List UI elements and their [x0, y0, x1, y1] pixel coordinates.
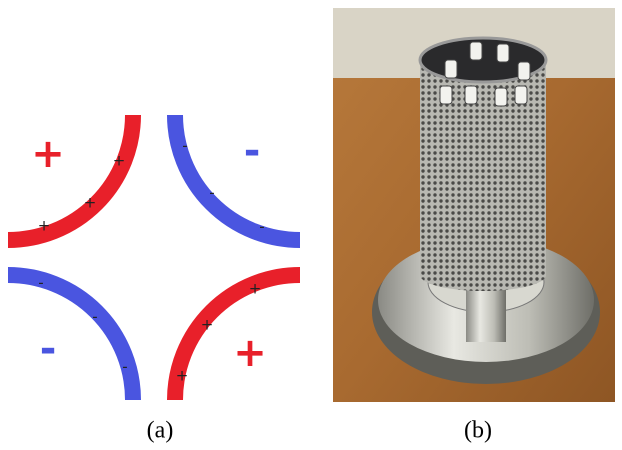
panel-label: (b): [464, 418, 492, 444]
electrode-sign: +: [113, 152, 126, 170]
electrode: [8, 115, 133, 240]
quadrant-sign: -: [244, 128, 261, 174]
electrode-sign: -: [38, 274, 43, 292]
electrode-sign: -: [209, 184, 214, 202]
electrode-sign: -: [122, 358, 127, 376]
quadrant-sign: -: [40, 326, 57, 372]
electrode-sign: +: [201, 316, 214, 334]
panel-label: (a): [147, 418, 174, 444]
figure: + - - + + + + - - - - - - + + + (a) (b): [0, 0, 622, 450]
electrode-sign: +: [38, 217, 51, 235]
quadrant-sign: +: [233, 330, 267, 376]
electrode: [8, 275, 133, 400]
electrode-sign: +: [249, 280, 262, 298]
quadrant-sign: +: [31, 131, 65, 177]
electrode-sign: +: [176, 367, 189, 385]
electrode-sign: -: [182, 137, 187, 155]
electrode: [175, 115, 300, 240]
device-photo: [333, 8, 615, 402]
electrode-sign: +: [84, 194, 97, 212]
electrode-sign: -: [92, 308, 97, 326]
electrode-sign: -: [259, 218, 264, 236]
